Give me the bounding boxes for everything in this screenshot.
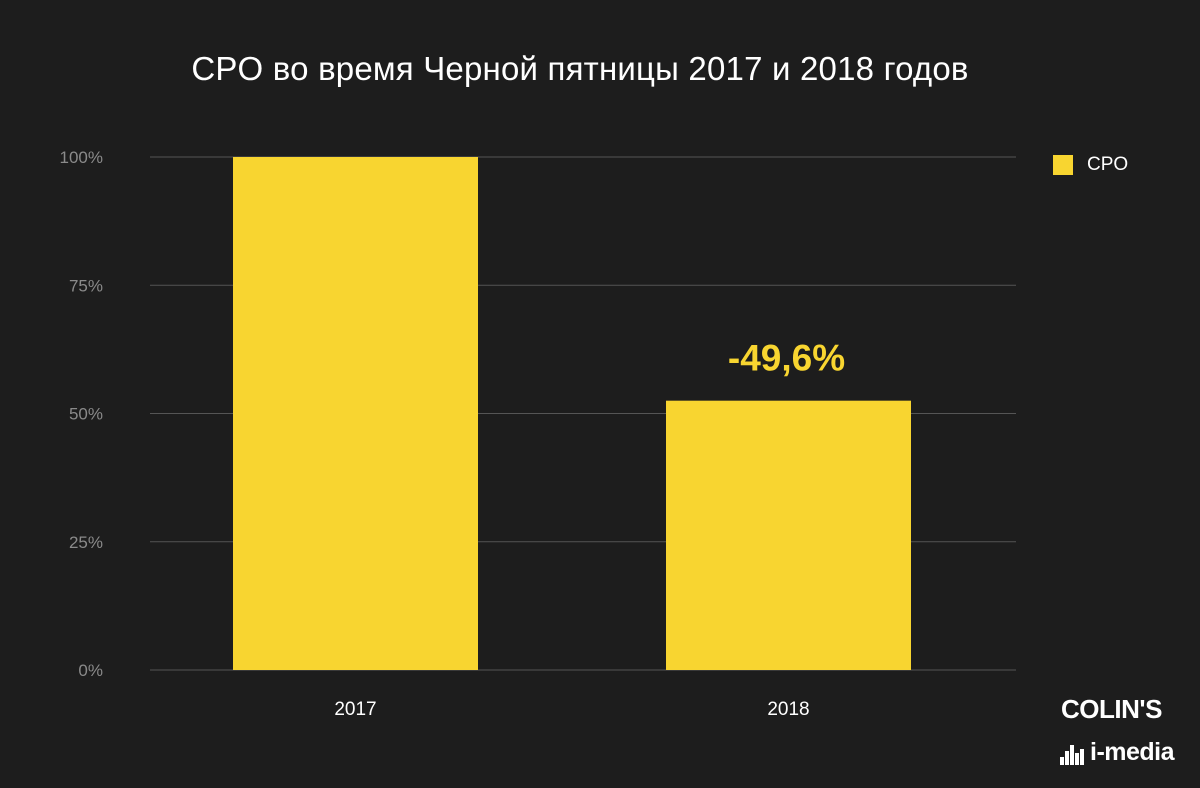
legend: CPO [1053,154,1128,176]
bar-annotation: -49,6% [728,338,845,379]
y-tick-label: 25% [69,533,103,552]
y-tick-label: 0% [78,661,103,680]
x-tick-label: 2017 [334,699,376,720]
imedia-logo-text: i-media [1090,738,1175,766]
y-tick-label: 50% [69,405,103,424]
x-tick-label: 2018 [767,699,809,720]
chart-title: CPO во время Черной пятницы 2017 и 2018 … [191,50,969,87]
legend-label-cpo: CPO [1087,154,1129,175]
bar-2018 [666,400,911,670]
imedia-logo: i-media [1060,738,1175,767]
imedia-bars-icon [1060,744,1084,765]
bar-2017 [233,157,478,670]
y-tick-label: 75% [69,276,103,295]
colins-logo: COLIN'S [1061,694,1162,724]
legend-swatch-cpo [1053,155,1073,175]
y-tick-label: 100% [60,148,103,167]
